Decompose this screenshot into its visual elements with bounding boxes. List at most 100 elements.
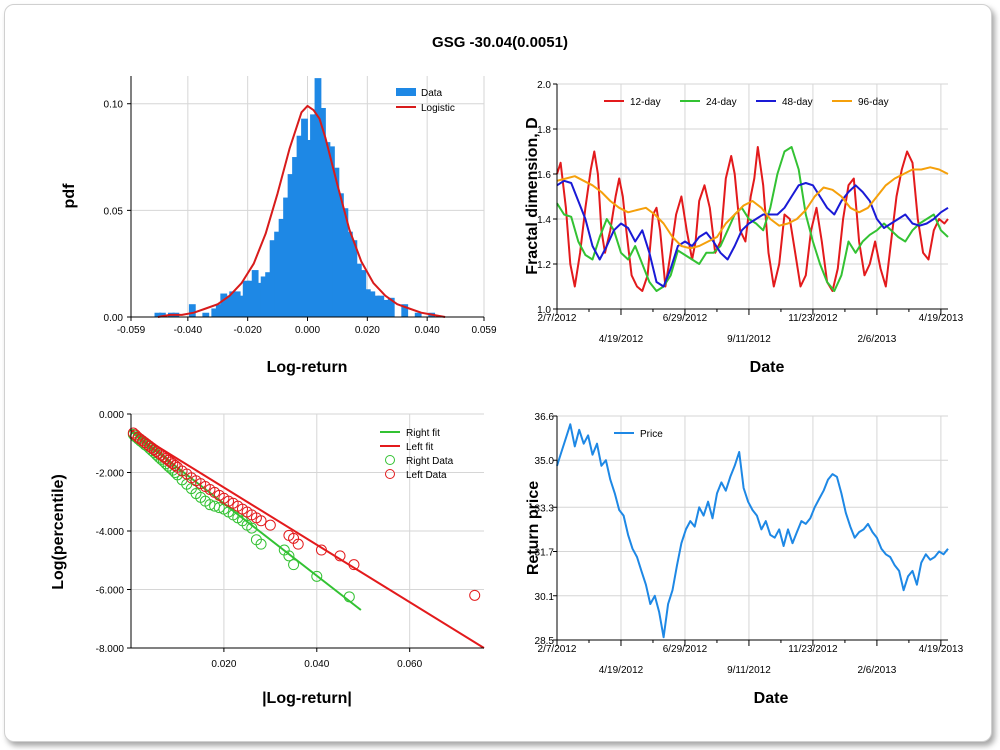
histogram-bar — [414, 312, 422, 317]
histogram-bar — [292, 157, 299, 317]
data-point-right-data — [246, 522, 258, 534]
legend-label: Left fit — [406, 442, 433, 453]
y-axis-title: pdf — [61, 183, 78, 209]
histogram-bar — [319, 107, 326, 317]
legend-label: Price — [640, 429, 663, 440]
histogram-bar — [251, 270, 259, 317]
legend-label: Right Data — [406, 456, 454, 467]
data-point-left-data — [223, 495, 235, 507]
x-tick-label: -0.059 — [117, 325, 146, 336]
plot-area-4 — [557, 416, 948, 640]
data-point-left-data — [264, 519, 276, 531]
histogram-bar — [278, 218, 286, 317]
data-point-left-data — [169, 459, 181, 471]
data-point-left-data — [292, 538, 304, 550]
y-tick-label: 36.6 — [535, 412, 555, 423]
y-tick-label: 1.8 — [537, 125, 551, 136]
histogram-bar — [211, 308, 219, 317]
x-tick-label: 2/6/2013 — [857, 665, 896, 676]
y-tick-label: -8.000 — [96, 644, 125, 655]
histogram-bar — [363, 289, 371, 317]
x-tick-label: 2/7/2012 — [538, 313, 577, 324]
histogram-bar — [159, 312, 166, 317]
x-axis-title: Date — [754, 690, 789, 707]
price-line — [556, 423, 949, 639]
data-point-left-data — [315, 544, 327, 556]
y-tick-label: 33.3 — [535, 503, 555, 514]
x-tick-label: 0.040 — [304, 659, 329, 670]
histogram-bar — [323, 142, 331, 317]
x-tick-label: 0.000 — [295, 325, 320, 336]
histogram-bar — [314, 78, 322, 317]
y-tick-label: 0.10 — [104, 100, 124, 111]
x-tick-label: 0.020 — [211, 659, 236, 670]
histogram-bar — [296, 135, 304, 317]
legend-label: Left Data — [406, 470, 447, 481]
histogram-bar — [238, 295, 246, 317]
histogram-bar — [242, 280, 250, 317]
series-line-96-day — [556, 166, 949, 250]
histogram-bar — [247, 280, 255, 317]
histogram-bar — [220, 293, 228, 317]
y-axis-title: Log(percentile) — [50, 474, 67, 590]
x-tick-label: 2/7/2012 — [538, 644, 577, 655]
x-tick-label: 0.040 — [415, 325, 440, 336]
y-axis-title: Fractal dimension, D — [524, 117, 541, 274]
y-tick-label: 0.000 — [99, 410, 124, 421]
logistic-fit-line — [157, 104, 446, 318]
data-point-right-data — [169, 467, 181, 478]
x-tick-label: 9/11/2012 — [727, 665, 771, 676]
x-tick-label: 2/6/2013 — [857, 334, 896, 345]
x-tick-label: 4/19/2012 — [599, 334, 644, 345]
y-tick-label: 1.2 — [537, 260, 551, 271]
y-tick-label: 35.0 — [535, 456, 555, 467]
series-line-12-day — [556, 146, 949, 292]
x-tick-label: 0.059 — [471, 325, 496, 336]
histogram-bar — [372, 295, 380, 317]
legend-swatch — [385, 455, 395, 465]
y-tick-label: -4.000 — [96, 527, 125, 538]
x-tick-label: 4/19/2012 — [599, 665, 644, 676]
y-tick-label: 0.05 — [104, 206, 124, 217]
histogram-bar — [377, 295, 385, 317]
data-point-left-data — [348, 559, 360, 571]
histogram-bar — [188, 304, 196, 317]
legend-label: Logistic — [421, 103, 455, 114]
x-axis-title: |Log-return| — [262, 690, 352, 707]
data-point-left-data — [469, 589, 481, 601]
legend-label: 12-day — [630, 97, 661, 108]
data-point-left-data — [255, 515, 267, 527]
fit-line-left-fit — [130, 429, 485, 649]
figure-title: GSG -30.04(0.0051) — [432, 34, 568, 51]
legend-label: 96-day — [858, 97, 889, 108]
histogram-bar — [301, 118, 308, 317]
data-point-right-data — [213, 502, 225, 514]
y-tick-label: 0.00 — [104, 313, 124, 324]
x-tick-label: 11/23/2012 — [788, 644, 838, 655]
data-point-right-data — [255, 538, 267, 550]
y-tick-label: 1.0 — [537, 305, 551, 316]
x-tick-label: 4/19/2013 — [919, 644, 964, 655]
histogram-bar — [265, 272, 273, 317]
histogram-bar — [274, 231, 281, 317]
x-tick-label: 11/23/2012 — [788, 313, 838, 324]
histogram-bar — [256, 282, 264, 317]
data-point-left-data — [334, 550, 346, 562]
histogram-bar — [332, 167, 340, 317]
histogram-bar — [202, 312, 210, 317]
y-tick-label: 28.5 — [535, 636, 555, 647]
y-tick-label: -2.000 — [96, 469, 125, 480]
histogram-bar — [337, 193, 344, 317]
histogram-bar — [368, 291, 376, 317]
histogram-bar — [260, 276, 268, 317]
histogram-bar — [233, 291, 241, 317]
legend-swatch — [385, 469, 395, 479]
legend-label: 24-day — [706, 97, 737, 108]
x-tick-label: 9/11/2012 — [727, 334, 771, 345]
legend-label: Data — [421, 88, 443, 99]
histogram-bar — [354, 263, 362, 317]
histogram-bar — [328, 146, 335, 317]
x-tick-label: 0.020 — [355, 325, 380, 336]
histogram-bar — [269, 240, 277, 317]
